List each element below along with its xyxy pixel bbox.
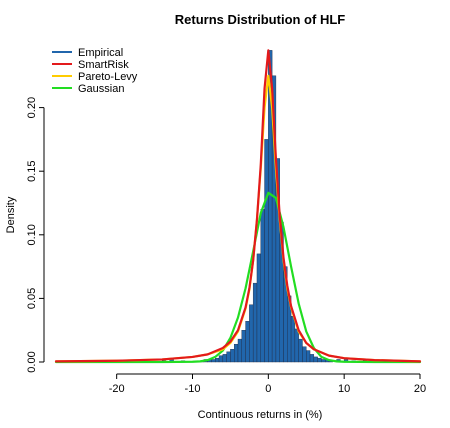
legend-entry: Pareto-Levy — [78, 71, 138, 83]
series-line-smartrisk — [54, 49, 422, 363]
histogram-bar — [309, 354, 315, 363]
histogram-bar — [218, 355, 224, 363]
legend-entry: Empirical — [78, 47, 123, 59]
histogram-bar — [237, 338, 242, 363]
density-curves — [54, 49, 422, 364]
x-tick-label: 0 — [265, 383, 271, 395]
histogram-bar — [211, 359, 216, 363]
histogram-bar — [260, 209, 265, 363]
histogram-bar — [215, 357, 220, 363]
histogram-bar — [264, 139, 269, 363]
y-tick-label: 0.20 — [26, 97, 38, 118]
histogram-bar — [321, 359, 326, 363]
histogram-bar — [234, 343, 239, 363]
histogram-bar — [317, 357, 322, 363]
y-tick-label: 0.00 — [26, 351, 38, 372]
histogram-bar — [290, 316, 296, 363]
histogram-bar — [245, 321, 250, 363]
histogram-bar — [252, 282, 258, 363]
legend-entry: Gaussian — [78, 83, 124, 95]
histogram-bar — [313, 356, 318, 363]
histogram-bar — [226, 351, 231, 363]
legend-entry: SmartRisk — [78, 59, 129, 71]
chart-title: Returns Distribution of HLF — [175, 12, 345, 27]
series-line-gaussian — [54, 191, 422, 364]
histogram-bar — [306, 350, 311, 363]
y-tick-label: 0.10 — [26, 224, 38, 245]
x-axis-label: Continuous returns in (%) — [198, 409, 323, 421]
x-tick-label: -10 — [185, 383, 201, 395]
histogram-bar — [241, 330, 246, 363]
y-axis-label: Density — [5, 196, 17, 233]
axes: -20 -10 0 10 20 0.00 0.05 0.10 0.15 0.20 — [26, 97, 426, 395]
histogram-bar — [256, 253, 261, 363]
histogram-bar — [302, 346, 307, 363]
histogram-bar — [249, 304, 254, 363]
x-tick-label: -20 — [109, 383, 125, 395]
histogram-bar — [294, 328, 299, 363]
y-tick-label: 0.15 — [26, 160, 38, 181]
histogram-bars — [55, 50, 421, 363]
y-tick-label: 0.05 — [26, 288, 38, 309]
histogram-bar — [298, 338, 303, 363]
x-tick-label: 10 — [338, 383, 350, 395]
x-tick-label: 20 — [414, 383, 426, 395]
histogram-bar — [230, 349, 235, 363]
histogram-bar — [222, 354, 227, 363]
